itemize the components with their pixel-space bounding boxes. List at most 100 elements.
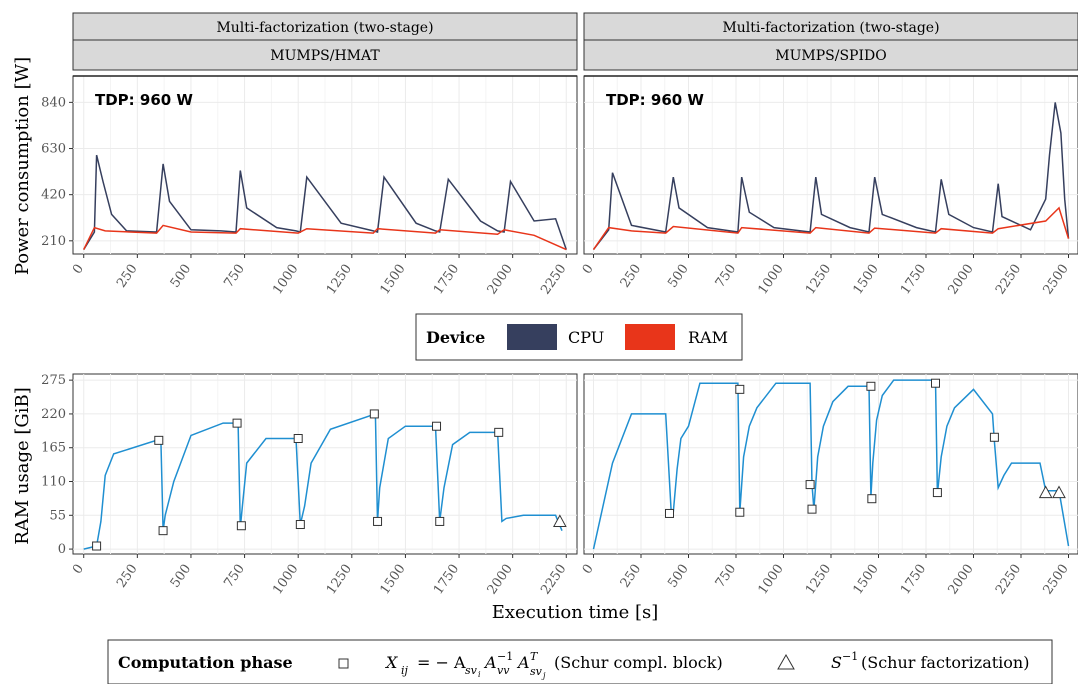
y-tick-label: 110 [41, 475, 66, 490]
phase-legend-schur-block-desc: (Schur compl. block) [554, 653, 723, 672]
ram-swatch [625, 324, 675, 350]
square-marker [92, 541, 102, 551]
x-tick-label: 500 [665, 562, 692, 591]
square-marker [236, 521, 246, 531]
square-marker [295, 520, 305, 530]
y-tick-label: 165 [41, 441, 66, 456]
x-tick-label: 1250 [324, 262, 355, 298]
x-tick-label: 2500 [1041, 262, 1072, 298]
y-tick-label: 55 [49, 508, 66, 523]
tdp-label-right: TDP: 960 W [606, 91, 704, 109]
x-tick-label: 1250 [803, 262, 834, 298]
square-marker [735, 384, 745, 394]
square-marker [293, 434, 303, 444]
square-marker [805, 480, 815, 490]
x-tick-label: 0 [580, 562, 597, 577]
x-tick-label: 750 [221, 262, 248, 291]
x-tick-label: 250 [114, 262, 141, 291]
y-axis-label-power: Power consumption [W] [12, 57, 33, 275]
tdp-label-left: TDP: 960 W [95, 91, 193, 109]
x-tick-label: 2250 [538, 562, 569, 598]
y-tick-label: 420 [41, 188, 66, 203]
x-tick-label: 1500 [377, 262, 408, 298]
x-tick-label: 2250 [993, 562, 1024, 598]
strip-right-top-label: Multi-factorization (two-stage) [722, 20, 939, 36]
x-tick-label: 1750 [431, 262, 462, 298]
sub-sv-j: sv [530, 665, 543, 678]
cpu-swatch [507, 324, 557, 350]
series-line-ram [592, 206, 1070, 251]
square-marker [665, 508, 674, 518]
triangle-marker-icon [777, 653, 795, 670]
y-tick-label: 210 [41, 234, 66, 249]
x-tick-label: 0 [580, 262, 597, 277]
x-tick-label: 2000 [485, 262, 516, 298]
x-tick-label: 250 [618, 562, 645, 591]
x-tick-label: 750 [713, 262, 740, 291]
square-marker [989, 432, 999, 442]
x-tick-label: 1500 [377, 562, 408, 598]
x-tick-label: 1500 [851, 562, 882, 598]
square-marker [866, 381, 876, 391]
strip-right-sub [583, 39, 1078, 71]
phase-legend-box [107, 639, 1053, 684]
phase-legend-schur-fact-desc: (Schur factorization) [861, 653, 1029, 672]
x-tick-label: 2250 [993, 262, 1024, 298]
x-tick-label: 500 [665, 262, 692, 291]
y-axis-label-ram: RAM usage [GiB] [12, 387, 33, 545]
x-tick-label: 1750 [898, 562, 929, 598]
strip-left-top-label: Multi-factorization (two-stage) [216, 20, 433, 36]
eq-1: = − A [417, 653, 466, 672]
x-tick-label: 2250 [538, 262, 569, 298]
square-marker [807, 504, 817, 514]
sup-minus1: −1 [497, 650, 513, 663]
square-marker [432, 421, 442, 431]
square-marker [369, 409, 379, 419]
phase-legend-schur-block-symbol: X [384, 653, 398, 672]
x-tick-label: 2000 [946, 262, 977, 298]
x-tick-label: 250 [618, 262, 645, 291]
series-line-ram [592, 379, 1070, 550]
x-tick-label: 0 [70, 262, 87, 277]
sub-vv: vv [497, 664, 510, 677]
square-marker [373, 516, 383, 526]
x-tick-label: 750 [221, 562, 248, 591]
square-marker [494, 427, 504, 437]
square-marker-icon [338, 658, 349, 669]
y-tick-label: 840 [41, 95, 66, 110]
strip-left-sub-label: MUMPS/HMAT [270, 48, 380, 64]
x-tick-label: 500 [168, 262, 195, 291]
device-legend-box [415, 313, 743, 361]
sub-i: i [478, 670, 481, 679]
device-legend-ram: RAM [688, 328, 728, 347]
x-tick-label: 250 [114, 562, 141, 591]
x-tick-label: 500 [168, 562, 195, 591]
eq-2: A [483, 653, 497, 672]
square-marker [931, 378, 940, 388]
x-axis-label: Execution time [s] [492, 602, 658, 623]
square-marker [435, 516, 445, 526]
square-marker [158, 526, 168, 536]
facet-strips: Multi-factorization (two-stage) MUMPS/HM… [72, 12, 1078, 71]
y-tick-label: 275 [41, 373, 66, 388]
x-tick-label: 2000 [946, 562, 977, 598]
eq-3: A [516, 653, 530, 672]
square-marker [232, 418, 242, 428]
x-tick-label: 750 [713, 562, 740, 591]
triangle-marker [553, 514, 567, 527]
x-tick-label: 1250 [803, 562, 834, 598]
x-tick-label: 1000 [756, 262, 787, 298]
y-tick-label: 0 [58, 542, 66, 557]
triangle-marker [1052, 485, 1066, 499]
x-tick-label: 1000 [270, 262, 301, 298]
square-marker [932, 488, 942, 498]
series-line-ram [83, 412, 563, 550]
device-legend: Device CPU RAM [415, 313, 743, 361]
square-marker [154, 435, 164, 445]
subscript-ij: ij [401, 664, 409, 677]
series-line-ram [83, 224, 567, 251]
x-tick-label: 1000 [270, 562, 301, 598]
strip-left-top [72, 12, 578, 41]
x-tick-label: 1500 [851, 262, 882, 298]
